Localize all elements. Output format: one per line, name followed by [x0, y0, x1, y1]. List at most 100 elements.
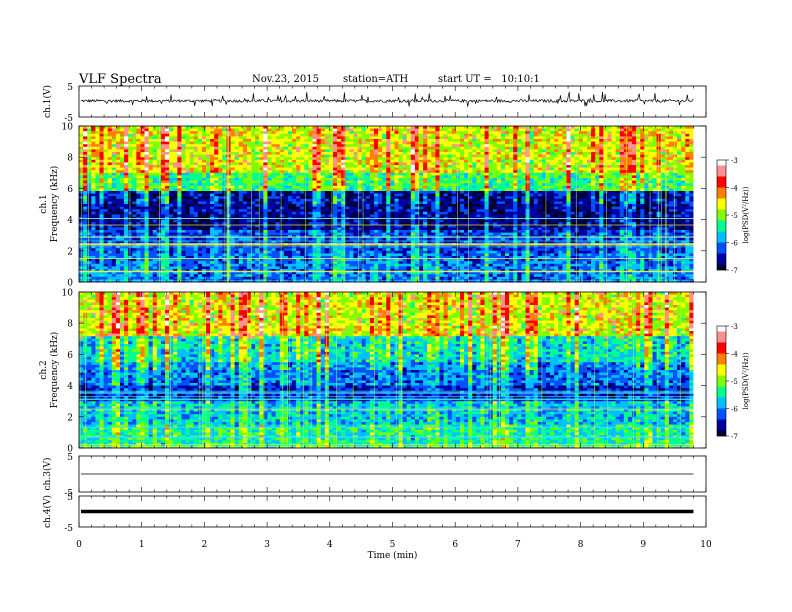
- spectrogram-cell: [115, 157, 121, 161]
- spectrogram-cell: [472, 136, 477, 140]
- spectrogram-cell: [607, 178, 612, 181]
- spectrogram-cell: [292, 180, 297, 184]
- spectrogram-cell: [287, 157, 293, 161]
- spectrogram-cell: [550, 185, 555, 189]
- spectrogram-cell: [640, 144, 645, 148]
- spectrogram-cell: [132, 149, 137, 153]
- spectrogram-cell: [308, 201, 313, 205]
- spectrogram-cell: [275, 167, 281, 171]
- spectrogram-cell: [439, 167, 444, 171]
- spectrogram-cell: [472, 157, 477, 161]
- spectrogram-cell: [353, 170, 358, 174]
- spectrogram-cell: [672, 175, 678, 179]
- spectrogram-cell: [214, 198, 219, 202]
- spectrogram-cell: [554, 128, 559, 132]
- spectrogram-cell: [99, 209, 104, 213]
- spectrogram-cell: [562, 191, 567, 194]
- spectrogram-cell: [652, 128, 657, 132]
- spectrogram-cell: [664, 198, 670, 202]
- spectrogram-cell: [259, 146, 264, 150]
- spectrogram-cell: [554, 139, 559, 142]
- spectrogram-cell: [238, 154, 244, 158]
- spectrogram-cell: [550, 180, 555, 184]
- spectrogram-cell: [394, 172, 399, 176]
- spectrogram-cell: [677, 152, 682, 155]
- spectrogram-cell: [468, 144, 473, 148]
- spectrogram-cell: [591, 162, 596, 166]
- spectrogram-cell: [103, 191, 109, 194]
- spectrogram-cell: [660, 172, 666, 176]
- spectrogram-cell: [685, 159, 690, 163]
- spectrogram-cell: [529, 146, 535, 150]
- spectrogram-cell: [189, 162, 195, 166]
- spectrogram-cell: [664, 170, 670, 174]
- spectrogram-cell: [566, 162, 571, 166]
- spectrogram-cell: [410, 133, 416, 137]
- spectrogram-cell: [595, 152, 600, 155]
- spectrogram-cell: [316, 170, 322, 174]
- spectrogram-cell: [308, 162, 313, 166]
- spectrogram-cell: [656, 141, 662, 145]
- spectrogram-cell: [210, 206, 215, 210]
- spectrogram-cell: [230, 131, 236, 135]
- spectrogram-cell: [275, 159, 281, 163]
- spectrogram-cell: [160, 206, 166, 210]
- spectrogram-cell: [685, 178, 690, 181]
- spectrogram-cell: [251, 162, 256, 166]
- spectrogram-cell: [263, 198, 268, 202]
- spectrogram-cell: [672, 154, 678, 158]
- spectrogram-cell: [619, 193, 625, 197]
- spectrogram-cell: [87, 133, 92, 137]
- spectrogram-cell: [496, 206, 502, 210]
- spectrogram-cell: [160, 170, 166, 174]
- spectrogram-cell: [357, 165, 363, 168]
- spectrogram-cell: [279, 188, 285, 192]
- spectrogram-cell: [369, 162, 375, 166]
- spectrogram-cell: [193, 167, 199, 171]
- spectrogram-cell: [681, 128, 686, 132]
- spectrogram-cell: [623, 149, 629, 153]
- spectrogram-cell: [562, 126, 567, 129]
- spectrogram-cell: [386, 144, 391, 148]
- spectrogram-cell: [115, 139, 121, 142]
- spectrogram-cell: [664, 191, 670, 194]
- spectrogram-cell: [607, 139, 612, 142]
- spectrogram-cell: [615, 131, 621, 135]
- spectrogram-cell: [111, 154, 117, 158]
- spectrogram-cell: [382, 146, 387, 150]
- spectrogram-cell: [165, 128, 170, 132]
- spectrogram-cell: [369, 144, 375, 148]
- spectrogram-cell: [664, 162, 670, 166]
- spectrogram-cell: [451, 206, 457, 210]
- spectrogram-cell: [181, 178, 186, 181]
- spectrogram-cell: [668, 136, 674, 140]
- spectrogram-cell: [87, 154, 92, 158]
- spectrogram-cell: [283, 136, 289, 140]
- spectrogram-cell: [357, 196, 363, 200]
- spectrogram-cell: [185, 128, 191, 132]
- spectrogram-cell: [668, 152, 674, 155]
- spectrogram-cell: [591, 175, 596, 179]
- spectrogram-cell: [337, 172, 342, 176]
- spectrogram-cell: [173, 175, 178, 179]
- spectrogram-cell: [554, 141, 559, 145]
- spectrogram-cell: [505, 198, 510, 202]
- spectrogram-cell: [484, 152, 490, 155]
- spectrogram-cell: [550, 146, 555, 150]
- spectrogram-cell: [464, 191, 469, 194]
- spectrogram-cell: [476, 180, 481, 184]
- spectrogram-cell: [472, 201, 477, 205]
- spectrogram-cell: [558, 185, 563, 189]
- spectrogram-cell: [623, 175, 629, 179]
- spectrogram-cell: [439, 157, 444, 161]
- spectrogram-cell: [410, 206, 416, 210]
- spectrogram-cell: [427, 162, 432, 166]
- spectrogram-cell: [545, 154, 551, 158]
- spectrogram-cell: [373, 196, 379, 200]
- spectrogram-cell: [685, 149, 690, 153]
- spectrogram-cell: [660, 167, 666, 171]
- spectrogram-cell: [533, 180, 539, 184]
- spectrogram-cell: [447, 201, 453, 205]
- spectrogram-cell: [599, 157, 604, 161]
- spectrogram-cell: [136, 139, 141, 142]
